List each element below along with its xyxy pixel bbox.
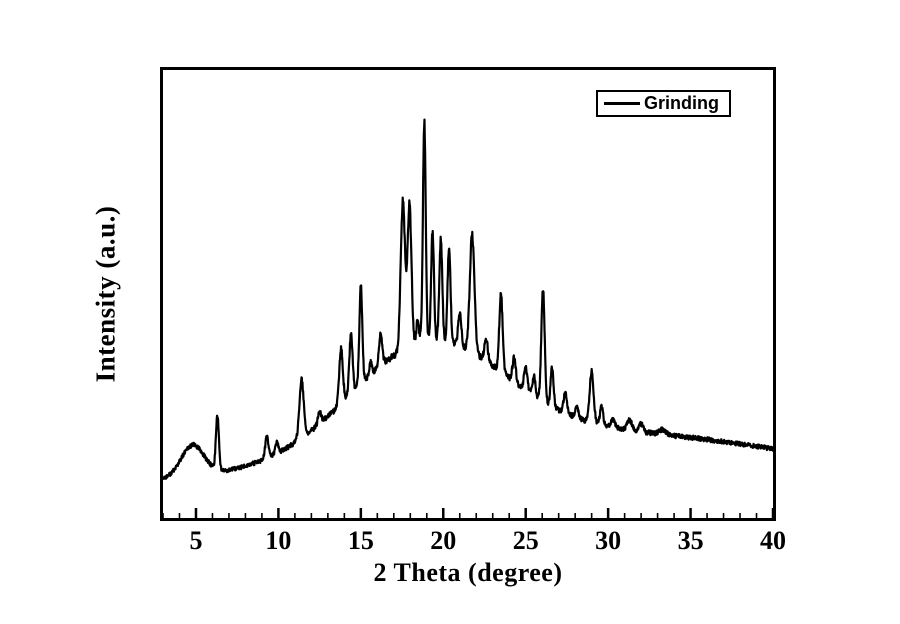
legend-label: Grinding (644, 93, 719, 113)
x-tick-label: 40 (760, 526, 786, 555)
x-tick-label: 10 (265, 526, 292, 555)
x-tick-label: 35 (677, 526, 704, 555)
x-tick-label: 5 (189, 526, 203, 555)
diffraction-trace (163, 118, 773, 481)
x-tick-label: 30 (595, 526, 622, 555)
x-tick-label: 15 (347, 526, 374, 555)
y-axis-label: Intensity (a.u.) (90, 205, 121, 383)
x-tick-label: 25 (512, 526, 539, 555)
xrd-plot-canvas (163, 118, 773, 518)
plot-area: Grinding (160, 67, 776, 521)
legend: Grinding (596, 90, 731, 117)
x-axis-label: 2 Theta (degree) (373, 558, 563, 587)
legend-line-sample (604, 102, 640, 105)
x-tick-label: 20 (430, 526, 457, 555)
x-axis-ticks (163, 508, 773, 518)
